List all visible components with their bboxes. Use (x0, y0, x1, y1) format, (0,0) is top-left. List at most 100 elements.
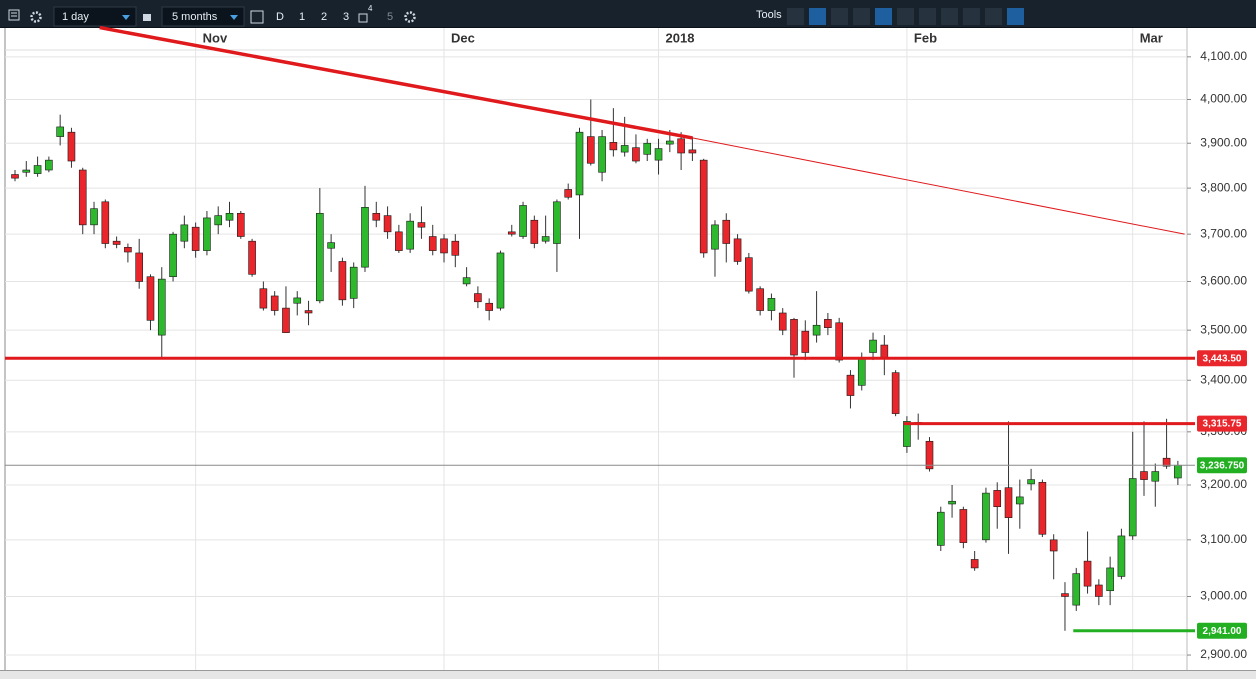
tool-button[interactable] (831, 8, 848, 25)
candle-body (936, 511, 945, 546)
candle-body (316, 212, 324, 302)
candle-body (1072, 573, 1081, 606)
candle-body (383, 215, 392, 233)
candle-body (993, 490, 1002, 508)
candle-body (733, 238, 742, 262)
candle-body (1049, 539, 1058, 552)
settings-icon[interactable] (404, 11, 416, 23)
candle-body (1061, 593, 1069, 597)
candle-body (22, 169, 31, 173)
candle-body (778, 312, 787, 331)
toolbar-button[interactable]: 1 (299, 11, 305, 23)
candle-body (349, 266, 358, 299)
bottom-bar (0, 671, 1256, 679)
tool-button[interactable] (919, 8, 936, 25)
x-tick-label: Mar (1140, 30, 1163, 45)
menu-icon[interactable] (8, 9, 20, 21)
candle-body (1083, 560, 1092, 587)
candle-body (372, 212, 381, 221)
candle-body (237, 212, 245, 237)
candle-body (519, 205, 527, 237)
candle-body (632, 147, 640, 162)
candle-body (169, 233, 177, 278)
trendline-extension (692, 137, 1185, 235)
candle-body (1162, 457, 1171, 467)
toolbar-button[interactable]: 4 (368, 4, 373, 13)
candle-body (124, 246, 132, 253)
y-tick-label: 4,100.00 (1200, 49, 1247, 63)
candle-body (33, 165, 42, 174)
candle-body (225, 212, 234, 221)
candle-body (846, 374, 855, 396)
candle-body (1174, 464, 1182, 479)
interval-dropdown[interactable] (53, 6, 137, 27)
tool-button[interactable] (897, 8, 914, 25)
candle-body (485, 302, 493, 311)
candle-body (440, 238, 448, 254)
candle-body (1095, 584, 1103, 597)
candle-body (666, 140, 674, 145)
candle-body (620, 145, 629, 153)
candle-body (11, 174, 19, 179)
candle-body (395, 231, 403, 251)
candle-body (203, 217, 211, 251)
candle-body (711, 224, 719, 250)
candle-body (564, 189, 573, 198)
candle-body (745, 257, 753, 292)
tool-button[interactable] (875, 8, 892, 25)
range-dropdown[interactable] (161, 6, 245, 27)
candle-body (643, 142, 652, 155)
candle-body (191, 226, 200, 251)
candle-body (1151, 471, 1160, 482)
menu-box[interactable] (8, 9, 20, 21)
candle-body (304, 310, 313, 314)
calendar-icon[interactable] (250, 10, 264, 24)
candle-body (903, 421, 911, 447)
candle-body (180, 224, 189, 242)
candle-body (767, 298, 776, 311)
tool-button[interactable] (963, 8, 980, 25)
y-tick-label: 3,700.00 (1200, 226, 1247, 240)
candle-body (699, 159, 708, 254)
candle-body (959, 509, 968, 543)
candle-body (406, 220, 414, 250)
candle-body (78, 169, 87, 226)
tool-button[interactable] (1007, 8, 1024, 25)
candle-body (1106, 567, 1114, 592)
candle-body (90, 208, 98, 226)
candle-body (1140, 471, 1148, 480)
candle-body (530, 219, 539, 244)
y-tick-label: 4,000.00 (1200, 92, 1247, 106)
x-tick-label: Dec (451, 30, 475, 45)
candle-body (1027, 479, 1035, 485)
range-text: 5 months (172, 11, 218, 23)
candle-body (56, 126, 64, 137)
toolbar-button[interactable]: D (276, 11, 284, 23)
tool-button[interactable] (985, 8, 1002, 25)
y-tick-label: 2,900.00 (1200, 647, 1247, 661)
candle-body (790, 319, 798, 356)
candle-body (982, 492, 990, 541)
lock-icon[interactable] (143, 14, 151, 21)
candle-body (688, 149, 697, 154)
level-label-box (1197, 622, 1247, 639)
plot-area (5, 28, 1187, 670)
toolbar-button[interactable]: 2 (321, 11, 327, 23)
toolbar-button[interactable]: 3 (343, 11, 349, 23)
settings-icon[interactable] (30, 11, 42, 23)
candle-body (970, 559, 979, 569)
dropdown-arrow (230, 15, 238, 20)
candle-body (1117, 535, 1126, 577)
candle-body (282, 307, 290, 333)
toolbar-button[interactable]: 5 (387, 11, 393, 23)
x-tick-label: Nov (203, 30, 228, 45)
candle-body (925, 440, 934, 470)
candle-body (722, 219, 731, 244)
tool-button[interactable] (853, 8, 870, 25)
tool-button[interactable] (787, 8, 804, 25)
tool-button[interactable] (941, 8, 958, 25)
candle-body (756, 288, 764, 311)
tool-button[interactable] (809, 8, 826, 25)
candle-body (293, 297, 302, 304)
candle-body (609, 142, 618, 151)
